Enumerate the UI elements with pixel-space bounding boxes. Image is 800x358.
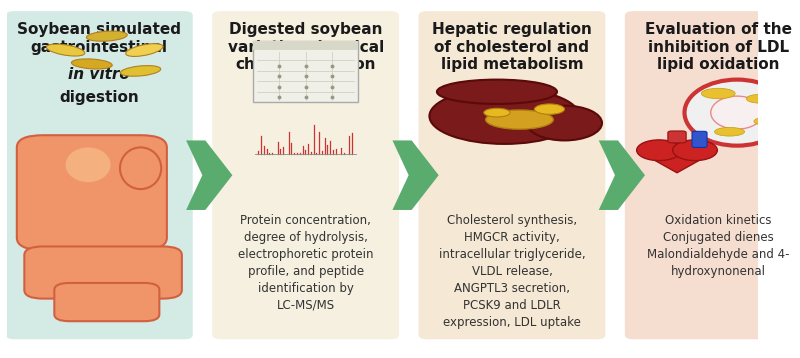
Ellipse shape	[120, 147, 162, 189]
Ellipse shape	[702, 88, 735, 99]
FancyBboxPatch shape	[692, 131, 707, 147]
Text: Cholesterol synthesis,
HMGCR activity,
intracellular triglyceride,
VLDL release,: Cholesterol synthesis, HMGCR activity, i…	[438, 214, 586, 329]
Circle shape	[673, 140, 718, 161]
Ellipse shape	[66, 147, 110, 182]
Ellipse shape	[484, 108, 510, 117]
Ellipse shape	[121, 66, 161, 76]
Text: Digested soybean
varieties chemical
characterization: Digested soybean varieties chemical char…	[227, 22, 384, 72]
Ellipse shape	[534, 104, 565, 114]
FancyBboxPatch shape	[212, 11, 399, 339]
FancyBboxPatch shape	[625, 11, 800, 339]
Ellipse shape	[746, 95, 773, 103]
FancyBboxPatch shape	[54, 283, 159, 321]
Ellipse shape	[754, 118, 773, 125]
Polygon shape	[598, 140, 645, 210]
FancyBboxPatch shape	[253, 42, 358, 102]
FancyBboxPatch shape	[24, 246, 182, 299]
Text: Evaluation of the
inhibition of LDL
lipid oxidation: Evaluation of the inhibition of LDL lipi…	[645, 22, 792, 72]
Ellipse shape	[46, 44, 85, 56]
Ellipse shape	[430, 88, 579, 144]
Text: Hepatic regulation
of cholesterol and
lipid metabolism: Hepatic regulation of cholesterol and li…	[432, 22, 592, 72]
Circle shape	[637, 140, 682, 161]
Ellipse shape	[710, 96, 763, 129]
FancyBboxPatch shape	[418, 11, 606, 339]
Ellipse shape	[527, 106, 602, 140]
Text: Oxidation kinetics
Conjugated dienes
Malondialdehyde and 4-
hydroxynonenal: Oxidation kinetics Conjugated dienes Mal…	[647, 214, 790, 277]
FancyBboxPatch shape	[17, 135, 167, 250]
Text: digestion: digestion	[59, 90, 139, 105]
FancyBboxPatch shape	[253, 42, 358, 50]
Text: in vitro: in vitro	[69, 67, 130, 82]
FancyBboxPatch shape	[6, 11, 193, 339]
Ellipse shape	[71, 59, 112, 69]
Ellipse shape	[714, 127, 745, 136]
Ellipse shape	[86, 31, 127, 41]
Ellipse shape	[486, 110, 554, 129]
FancyBboxPatch shape	[668, 131, 686, 143]
Polygon shape	[393, 140, 438, 210]
Polygon shape	[186, 140, 232, 210]
Polygon shape	[637, 150, 718, 173]
Ellipse shape	[685, 79, 790, 146]
Ellipse shape	[437, 79, 557, 104]
Ellipse shape	[126, 44, 163, 57]
Text: Soybean simulated
gastrointestinal: Soybean simulated gastrointestinal	[18, 22, 182, 55]
Text: Protein concentration,
degree of hydrolysis,
electrophoretic protein
profile, an: Protein concentration, degree of hydroly…	[238, 214, 374, 311]
